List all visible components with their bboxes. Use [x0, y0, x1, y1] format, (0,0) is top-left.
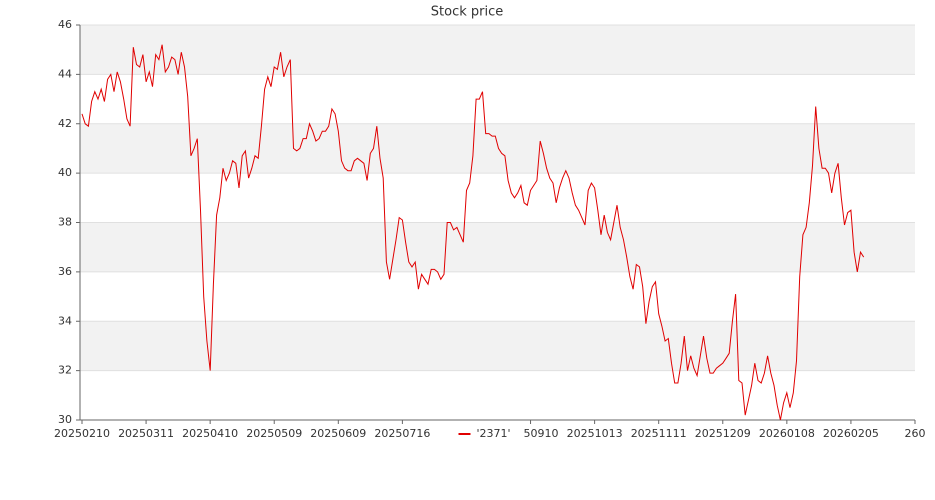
y-tick-label: 32 — [58, 364, 72, 377]
y-tick-label: 46 — [58, 18, 72, 31]
legend-label: '2371' — [477, 427, 511, 440]
y-tick-label: 30 — [58, 413, 72, 426]
x-tick-label: 20250410 — [182, 427, 238, 440]
x-tick-label: 20251111 — [631, 427, 687, 440]
y-tick-label: 44 — [58, 67, 72, 80]
chart-title: Stock price — [431, 5, 503, 20]
x-tick-label: 20250210 — [54, 427, 110, 440]
y-tick-label: 40 — [58, 166, 72, 179]
price-line — [81, 44, 865, 421]
x-tick-label: 20260108 — [759, 427, 815, 440]
x-tick-label: 20250311 — [118, 427, 174, 440]
x-tick-label: 20250509 — [246, 427, 302, 440]
grid-band — [80, 222, 915, 272]
x-tick-label: 20250609 — [310, 427, 366, 440]
y-tick-label: 42 — [58, 117, 72, 130]
x-tick-label: 20251013 — [567, 427, 623, 440]
legend-box — [452, 426, 525, 442]
x-tick-label: 20260205 — [823, 427, 879, 440]
grid-band — [80, 321, 915, 371]
x-tick-label: 20251209 — [695, 427, 751, 440]
y-tick-label: 38 — [58, 216, 72, 229]
grid-band — [80, 123, 915, 174]
y-tick-label: 34 — [58, 314, 72, 327]
grid-band — [80, 25, 915, 75]
y-tick-label: 36 — [58, 265, 72, 278]
x-tick-label: 260 — [905, 427, 926, 440]
x-tick-label: 20250716 — [374, 427, 430, 440]
